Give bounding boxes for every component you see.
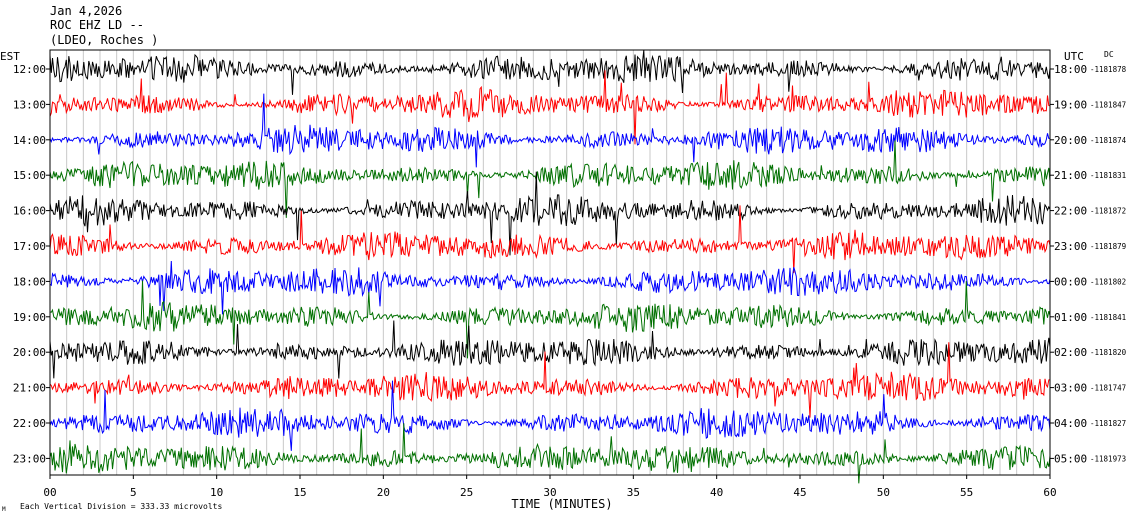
seismic-traces [49, 50, 1051, 484]
utc-label: 22:00 [1054, 205, 1087, 218]
footer-note: Each Vertical Division = 333.33 microvol… [20, 502, 222, 511]
est-label: 12:00 [13, 63, 46, 76]
est-label: 18:00 [13, 275, 46, 288]
header-date: Jan 4,2026 [50, 4, 122, 18]
trace-row-6 [49, 205, 1051, 274]
plot-grid [49, 50, 1051, 475]
utc-label: 19:00 [1054, 98, 1087, 111]
header-location: (LDEO, Roches ) [50, 33, 158, 47]
utc-label: 21:00 [1054, 169, 1087, 182]
utc-label: 03:00 [1054, 382, 1087, 395]
right-axis-label: UTC [1064, 50, 1084, 63]
utc-label: 00:00 [1054, 275, 1087, 288]
utc-label: 04:00 [1054, 417, 1087, 430]
x-tick-label: 20 [377, 486, 390, 499]
trace-row-1 [49, 50, 1051, 95]
dc-offset-label: -1181973 [1090, 454, 1126, 463]
trace-row-4 [49, 140, 1051, 218]
trace-row-11 [49, 380, 1051, 451]
utc-time-labels: 18:00 -1181878 19:00 -1181847 20:00 -1181874 2… [1050, 63, 1127, 465]
x-tick-label: 10 [210, 486, 223, 499]
x-tick-label: 00 [43, 486, 56, 499]
est-label: 21:00 [13, 382, 46, 395]
est-time-labels: 12:00 13:00 14:00 15:00 16:00 17:00 18:00 19:00… [13, 63, 50, 465]
header-station: ROC EHZ LD -- [50, 18, 144, 32]
dc-offset-label: -1181879 [1090, 242, 1126, 251]
x-tick-label: 55 [960, 486, 973, 499]
x-tick-label: 35 [627, 486, 640, 499]
corner-mark: M [2, 506, 6, 513]
x-tick-label: 25 [460, 486, 473, 499]
utc-label: 20:00 [1054, 134, 1087, 147]
x-tick-label: 30 [543, 486, 556, 499]
dc-offset-label: -1181847 [1090, 100, 1126, 109]
est-label: 23:00 [13, 452, 46, 465]
dc-label: DC [1104, 50, 1114, 59]
dc-offset-label: -1181831 [1090, 171, 1126, 180]
est-label: 22:00 [13, 417, 46, 430]
utc-label: 05:00 [1054, 452, 1087, 465]
dc-offset-label: -1181820 [1090, 348, 1127, 357]
est-label: 15:00 [13, 169, 46, 182]
x-tick-label: 5 [130, 486, 137, 499]
est-label: 19:00 [13, 311, 46, 324]
x-axis-title: TIME (MINUTES) [511, 497, 612, 511]
x-tick-labels: 00 5 10 15 20 25 30 35 40 45 50 55 60 [43, 475, 1057, 499]
est-label: 17:00 [13, 240, 46, 253]
x-tick-label: 15 [293, 486, 306, 499]
trace-row-8 [49, 280, 1051, 359]
est-label: 14:00 [13, 134, 46, 147]
utc-label: 23:00 [1054, 240, 1087, 253]
x-tick-label: 50 [877, 486, 890, 499]
est-label: 16:00 [13, 205, 46, 218]
left-axis-label: EST [0, 50, 20, 63]
utc-label: 18:00 [1054, 63, 1087, 76]
dc-offset-label: -1181874 [1090, 136, 1127, 145]
dc-offset-label: -1181841 [1090, 313, 1126, 322]
utc-label: 01:00 [1054, 311, 1087, 324]
dc-offset-label: -1181827 [1090, 419, 1126, 428]
trace-row-7 [49, 260, 1051, 315]
dc-offset-label: -1181802 [1090, 277, 1126, 286]
dc-offset-label: -1181872 [1090, 207, 1126, 216]
est-label: 20:00 [13, 346, 46, 359]
trace-row-10 [49, 342, 1051, 418]
trace-row-5 [49, 171, 1051, 256]
dc-offset-label: -1181747 [1090, 384, 1126, 393]
dc-offset-label: -1181878 [1090, 65, 1127, 74]
trace-row-3 [49, 93, 1051, 168]
est-label: 13:00 [13, 98, 46, 111]
utc-label: 02:00 [1054, 346, 1087, 359]
trace-row-9 [49, 320, 1051, 379]
x-tick-label: 60 [1043, 486, 1056, 499]
x-tick-label: 45 [793, 486, 806, 499]
x-tick-label: 40 [710, 486, 723, 499]
trace-row-12 [49, 423, 1051, 484]
trace-row-2 [49, 70, 1051, 145]
